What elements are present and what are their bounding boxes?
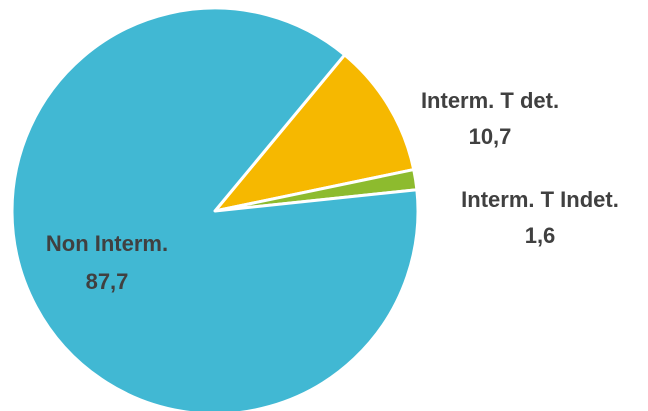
slice-label-non-interm: Non Interm.	[46, 231, 168, 256]
slice-label-interm-t-det: Interm. T det.	[421, 88, 559, 113]
slice-label-interm-t-indet: Interm. T Indet.	[461, 187, 619, 212]
slice-value-interm-t-det: 10,7	[469, 124, 512, 149]
slice-interm-t-det	[213, 53, 416, 213]
label-non-interm: Non Interm. 87,7	[46, 231, 168, 294]
label-interm-t-indet: Interm. T Indet. 1,6	[461, 187, 619, 248]
pie-slices	[10, 6, 420, 411]
label-interm-t-det: Interm. T det. 10,7	[421, 88, 559, 149]
slice-value-non-interm: 87,7	[86, 269, 129, 294]
slice-value-interm-t-indet: 1,6	[525, 223, 556, 248]
slice-non-interm	[10, 6, 420, 411]
